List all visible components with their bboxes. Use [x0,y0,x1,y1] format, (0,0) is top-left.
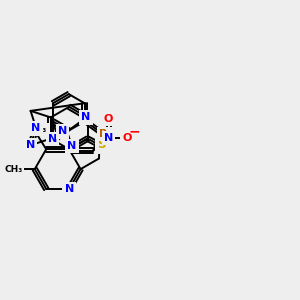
Text: N: N [32,123,41,133]
Text: CH₃: CH₃ [28,125,46,134]
Text: Br: Br [99,129,113,139]
Text: −: − [128,125,140,139]
Text: N: N [67,141,76,151]
Text: N: N [48,134,57,144]
Text: O: O [104,114,113,124]
Text: N: N [26,140,35,150]
Text: N: N [81,112,91,122]
Text: CH₃: CH₃ [4,165,22,174]
Text: N: N [58,127,67,136]
Text: S: S [97,139,105,152]
Text: O: O [122,133,132,143]
Text: N: N [104,133,113,143]
Text: N: N [64,184,74,194]
